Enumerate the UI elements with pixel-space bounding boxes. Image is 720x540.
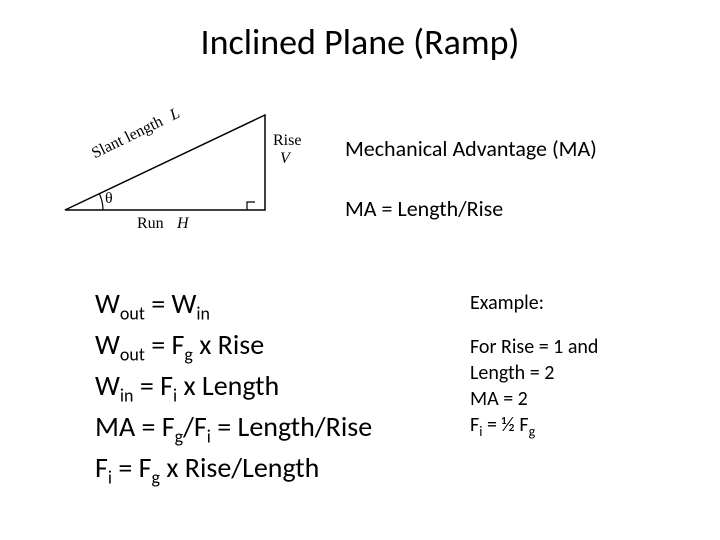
inclined-plane-diagram: Slant length L Rise V Run H θ <box>55 90 305 240</box>
rise-label: Rise <box>273 132 301 150</box>
equation-line-5: Fi = Fg x Rise/Length <box>95 449 372 490</box>
example-label: Example: <box>470 290 598 316</box>
page-title: Inclined Plane (Ramp) <box>0 0 720 64</box>
equation-line-3: Win = Fi x Length <box>95 367 372 408</box>
equation-line-4: MA = Fg/Fi = Length/Rise <box>95 408 372 449</box>
rise-symbol: V <box>280 150 290 168</box>
example-line-1: For Rise = 1 and <box>470 334 598 360</box>
example-block: Example: For Rise = 1 and Length = 2 MA … <box>470 290 598 441</box>
ma-formula: MA = Length/Rise <box>345 195 503 222</box>
example-line-4: Fi = ½ Fg <box>470 412 598 441</box>
equations-block: Wout = Win Wout = Fg x Rise Win = Fi x L… <box>95 285 372 489</box>
equation-line-1: Wout = Win <box>95 285 372 326</box>
equation-line-2: Wout = Fg x Rise <box>95 326 372 367</box>
example-line-2: Length = 2 <box>470 360 598 386</box>
example-line-3: MA = 2 <box>470 386 598 412</box>
angle-symbol: θ <box>105 190 113 208</box>
run-symbol: H <box>177 215 189 233</box>
run-label: Run <box>137 215 164 233</box>
ma-heading: Mechanical Advantage (MA) <box>345 135 597 162</box>
